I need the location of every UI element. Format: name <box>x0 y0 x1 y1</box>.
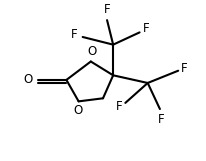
Text: F: F <box>143 22 149 35</box>
Text: O: O <box>24 73 33 86</box>
Text: O: O <box>87 45 96 58</box>
Text: O: O <box>73 104 82 117</box>
Text: F: F <box>116 100 122 113</box>
Text: F: F <box>104 3 110 16</box>
Text: F: F <box>181 62 188 75</box>
Text: F: F <box>71 28 78 41</box>
Text: F: F <box>158 113 164 126</box>
